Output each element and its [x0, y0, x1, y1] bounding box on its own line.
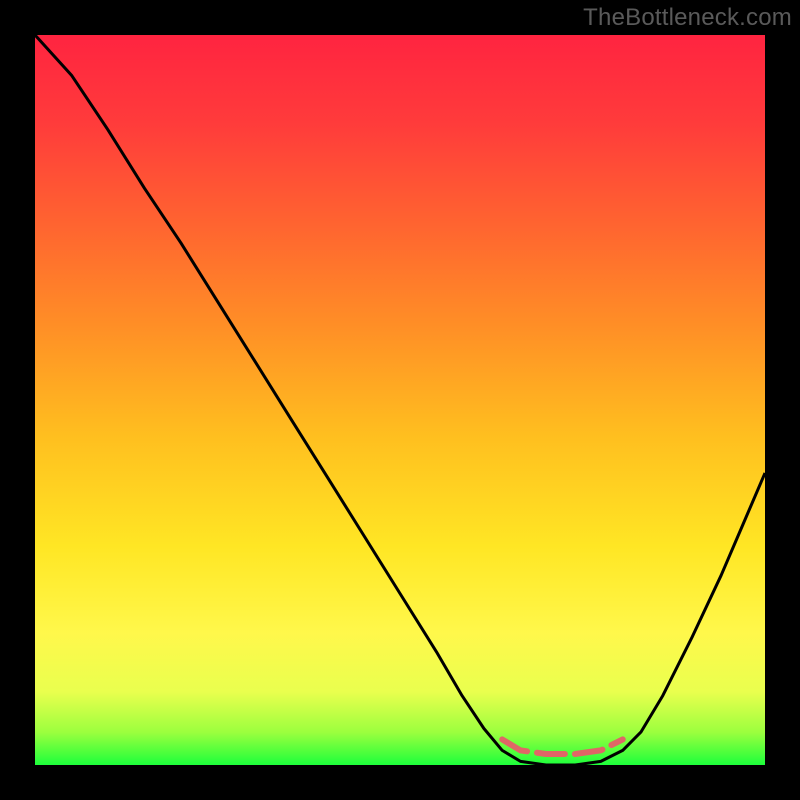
plot-area — [35, 35, 765, 765]
bottleneck-chart — [0, 0, 800, 800]
chart-container: TheBottleneck.com — [0, 0, 800, 800]
watermark-text: TheBottleneck.com — [583, 4, 792, 32]
